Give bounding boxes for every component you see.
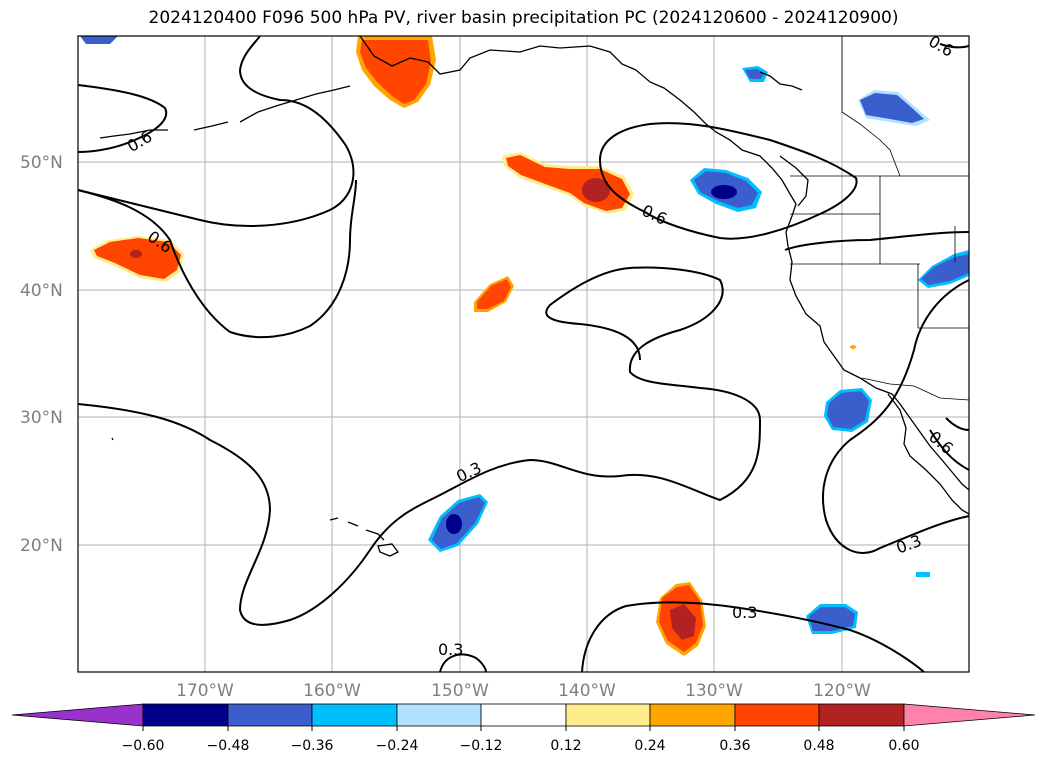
lon-label-140w: 140°W xyxy=(558,681,616,701)
colorbar-tick-label: −0.48 xyxy=(207,738,250,754)
map-title: 2024120400 F096 500 hPa PV, river basin … xyxy=(148,8,899,28)
colorbar-tick-label: −0.60 xyxy=(122,738,165,754)
contour-label-6: 0.3 xyxy=(732,603,757,622)
contour-label-5: 0.3 xyxy=(438,640,463,659)
pv-contour-west-loop xyxy=(77,35,355,227)
map-frame xyxy=(77,35,970,673)
colorbar-bin xyxy=(565,703,651,727)
colorbar-tick-label: −0.12 xyxy=(460,738,503,754)
colorbar-bin xyxy=(734,703,820,727)
pv-contour-middle xyxy=(77,266,762,626)
map-background xyxy=(78,36,969,672)
lon-label-170w: 170°W xyxy=(176,681,234,701)
colorbar-extend-high xyxy=(903,703,1036,727)
colorbar-tick-label: 0.24 xyxy=(634,738,665,754)
pv-contour-north xyxy=(599,122,858,240)
pv-contour-east xyxy=(822,279,970,554)
colorbar-tick-label: −0.36 xyxy=(291,738,334,754)
colorbar-tick-label: 0.60 xyxy=(888,738,919,754)
colorbar-tick-labels: −0.60 −0.48 −0.36 −0.24 −0.12 0.12 0.24 … xyxy=(122,738,920,754)
colorbar-bin xyxy=(649,703,736,727)
longitude-labels: 170°W 160°W 150°W 140°W 130°W 120°W xyxy=(176,681,871,701)
colorbar-tick-label: 0.36 xyxy=(719,738,750,754)
lat-label-50n: 50°N xyxy=(20,153,63,173)
lon-label-130w: 130°W xyxy=(685,681,743,701)
lat-label-30n: 30°N xyxy=(20,408,63,428)
colorbar-bin xyxy=(142,703,229,727)
lon-label-120w: 120°W xyxy=(813,681,871,701)
hawaii-islands xyxy=(329,517,399,557)
lat-label-20n: 20°N xyxy=(20,536,63,556)
pv-contours xyxy=(77,35,970,673)
latitude-labels: 20°N 30°N 40°N 50°N xyxy=(20,153,63,556)
colorbar-bin xyxy=(818,703,905,727)
colorbar-extend-low xyxy=(11,703,144,727)
colorbar-bin xyxy=(480,703,567,727)
colorbar xyxy=(11,703,1036,731)
colorbar-bin xyxy=(396,703,482,727)
colorbar-tick-label: −0.24 xyxy=(376,738,419,754)
coastlines xyxy=(99,35,970,557)
lon-label-150w: 150°W xyxy=(431,681,489,701)
alaska-coast xyxy=(359,35,970,491)
colorbar-bin xyxy=(227,703,313,727)
colorbar-tick-label: 0.48 xyxy=(803,738,834,754)
colorbar-tick-label: 0.12 xyxy=(550,738,581,754)
political-borders xyxy=(790,36,970,401)
precip-anomaly-fills xyxy=(80,36,969,656)
lon-label-160w: 160°W xyxy=(303,681,361,701)
lat-label-40n: 40°N xyxy=(20,281,63,301)
pv-contour-south xyxy=(581,601,925,673)
colorbar-bin xyxy=(311,703,398,727)
